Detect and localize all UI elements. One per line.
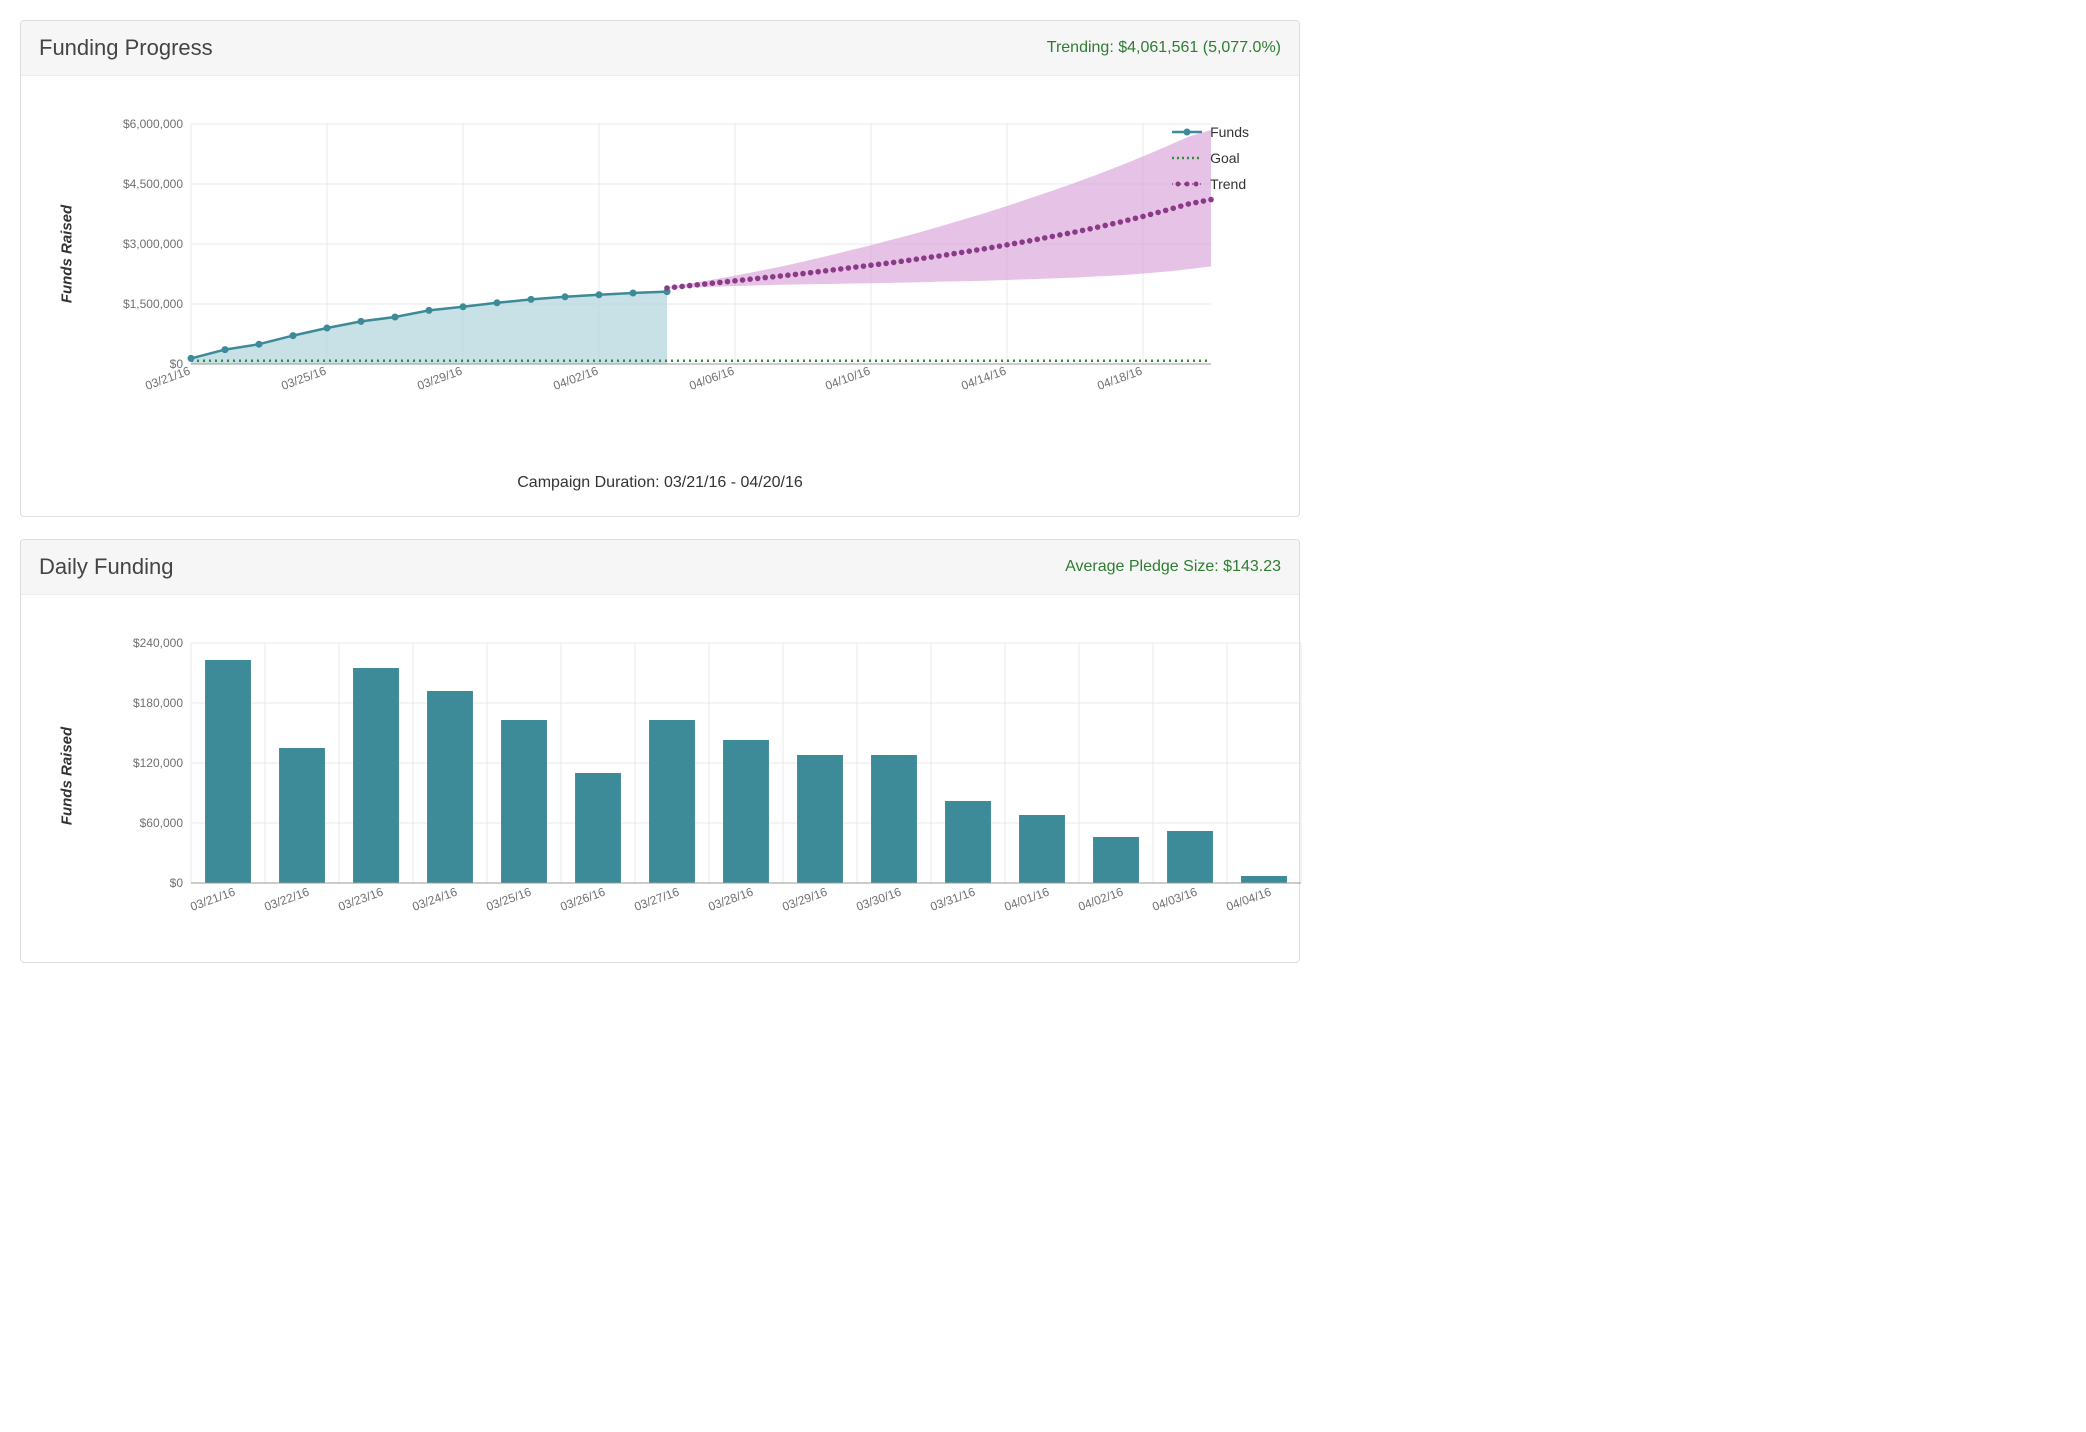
daily-funding-title: Daily Funding — [39, 554, 174, 580]
svg-text:$4,500,000: $4,500,000 — [123, 177, 183, 191]
svg-text:04/01/16: 04/01/16 — [1002, 885, 1051, 914]
funding-progress-svg-host: $0$1,500,000$3,000,000$4,500,000$6,000,0… — [101, 94, 1279, 414]
daily-funding-svg-host: $0 $60,000 $120,000 $180,000 $240,000 03/21/1… — [101, 613, 1279, 938]
funding-progress-legend: Funds Goal Trend — [1172, 124, 1249, 202]
funding-progress-panel: Funding Progress Trending: $4,061,561 (5… — [20, 20, 1300, 517]
svg-text:03/22/16: 03/22/16 — [262, 885, 311, 914]
svg-text:$240,000: $240,000 — [133, 636, 183, 650]
svg-text:$1,500,000: $1,500,000 — [123, 297, 183, 311]
legend-funds: Funds — [1172, 124, 1249, 140]
funding-progress-chart: $0$1,500,000$3,000,000$4,500,000$6,000,0… — [101, 94, 1341, 414]
svg-text:$3,000,000: $3,000,000 — [123, 237, 183, 251]
legend-trend-label: Trend — [1210, 176, 1246, 192]
svg-text:03/24/16: 03/24/16 — [410, 885, 459, 914]
funding-progress-title: Funding Progress — [39, 35, 213, 61]
svg-text:03/25/16: 03/25/16 — [279, 364, 328, 393]
daily-funding-chart: $0 $60,000 $120,000 $180,000 $240,000 03/21/1… — [101, 613, 1321, 938]
svg-text:03/31/16: 03/31/16 — [928, 885, 977, 914]
svg-text:04/02/16: 04/02/16 — [551, 364, 600, 393]
legend-goal-swatch — [1172, 152, 1202, 164]
svg-text:03/25/16: 03/25/16 — [484, 885, 533, 914]
svg-text:04/10/16: 04/10/16 — [823, 364, 872, 393]
svg-text:04/04/16: 04/04/16 — [1224, 885, 1273, 914]
legend-funds-label: Funds — [1210, 124, 1249, 140]
svg-text:03/28/16: 03/28/16 — [706, 885, 755, 914]
svg-text:$60,000: $60,000 — [140, 816, 184, 830]
daily-funding-body: Funds Raised $0 $60,000 $120,000 $180,000 $2… — [21, 595, 1299, 962]
funding-progress-body: Funds Raised $0$1,500,000$3,000,000$4,50… — [21, 76, 1299, 516]
daily-funding-panel: Daily Funding Average Pledge Size: $143.… — [20, 539, 1300, 963]
legend-goal: Goal — [1172, 150, 1249, 166]
svg-text:03/26/16: 03/26/16 — [558, 885, 607, 914]
funding-progress-caption: Campaign Duration: 03/21/16 - 04/20/16 — [41, 474, 1279, 492]
svg-text:03/29/16: 03/29/16 — [415, 364, 464, 393]
daily-funding-chart-wrap: Funds Raised $0 $60,000 $120,000 $180,000 $2… — [41, 613, 1279, 938]
legend-funds-swatch — [1172, 126, 1202, 138]
funding-progress-header: Funding Progress Trending: $4,061,561 (5… — [21, 21, 1299, 76]
legend-goal-label: Goal — [1210, 150, 1240, 166]
daily-funding-avg: Average Pledge Size: $143.23 — [1065, 558, 1281, 576]
svg-text:03/27/16: 03/27/16 — [632, 885, 681, 914]
svg-text:04/18/16: 04/18/16 — [1095, 364, 1144, 393]
svg-text:03/21/16: 03/21/16 — [188, 885, 237, 914]
svg-text:$180,000: $180,000 — [133, 696, 183, 710]
svg-text:$0: $0 — [170, 876, 184, 890]
svg-text:04/03/16: 04/03/16 — [1150, 885, 1199, 914]
svg-text:04/02/16: 04/02/16 — [1076, 885, 1125, 914]
funding-progress-trending: Trending: $4,061,561 (5,077.0%) — [1047, 39, 1281, 57]
funding-progress-ylabel: Funds Raised — [59, 205, 76, 303]
svg-text:03/21/16: 03/21/16 — [143, 364, 192, 393]
svg-text:03/23/16: 03/23/16 — [336, 885, 385, 914]
svg-text:03/29/16: 03/29/16 — [780, 885, 829, 914]
daily-funding-ylabel: Funds Raised — [59, 726, 76, 824]
funding-progress-chart-wrap: Funds Raised $0$1,500,000$3,000,000$4,50… — [41, 94, 1279, 414]
svg-text:03/30/16: 03/30/16 — [854, 885, 903, 914]
daily-funding-header: Daily Funding Average Pledge Size: $143.… — [21, 540, 1299, 595]
svg-text:04/06/16: 04/06/16 — [687, 364, 736, 393]
svg-text:$120,000: $120,000 — [133, 756, 183, 770]
svg-text:$6,000,000: $6,000,000 — [123, 117, 183, 131]
svg-text:04/14/16: 04/14/16 — [959, 364, 1008, 393]
legend-trend-swatch — [1172, 178, 1202, 190]
legend-trend: Trend — [1172, 176, 1249, 192]
